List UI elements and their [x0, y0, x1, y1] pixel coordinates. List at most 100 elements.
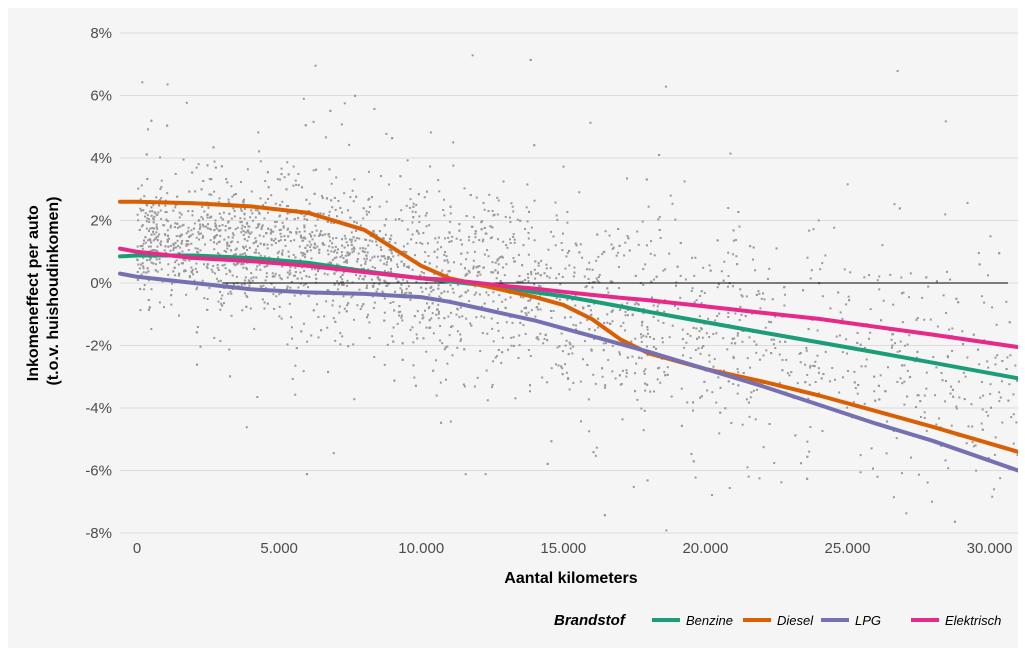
scatter-point	[478, 270, 481, 273]
scatter-point	[708, 360, 711, 363]
scatter-point	[140, 273, 143, 276]
scatter-point	[459, 263, 462, 266]
scatter-point	[412, 216, 415, 219]
scatter-point	[145, 153, 148, 156]
scatter-point	[612, 246, 615, 249]
scatter-point	[300, 236, 303, 239]
scatter-point	[411, 210, 414, 213]
scatter-point	[344, 237, 347, 240]
scatter-point	[160, 186, 163, 189]
scatter-point	[944, 400, 947, 403]
scatter-point	[145, 203, 148, 206]
scatter-point	[486, 399, 489, 402]
scatter-point	[657, 218, 660, 221]
scatter-point	[364, 262, 367, 265]
scatter-point	[697, 336, 700, 339]
scatter-point	[150, 214, 153, 217]
scatter-point	[773, 315, 776, 318]
scatter-point	[343, 102, 346, 105]
scatter-point	[529, 355, 532, 358]
scatter-point	[737, 384, 740, 387]
scatter-point	[980, 295, 983, 298]
scatter-point	[893, 203, 896, 206]
legend: Brandstof Benzine Diesel LPG Elektrisch	[554, 612, 1001, 629]
scatter-point	[527, 311, 530, 314]
scatter-point	[763, 298, 766, 301]
scatter-point	[464, 473, 467, 476]
scatter-point	[301, 239, 304, 242]
scatter-point	[143, 195, 146, 198]
scatter-point	[955, 297, 958, 300]
scatter-point	[258, 150, 261, 153]
scatter-point	[497, 238, 500, 241]
scatter-point	[246, 268, 249, 271]
scatter-point	[249, 307, 252, 310]
scatter-point	[695, 299, 698, 302]
scatter-point	[272, 230, 275, 233]
scatter-point	[645, 244, 648, 247]
scatter-point	[561, 275, 564, 278]
scatter-point	[476, 376, 479, 379]
scatter-point	[638, 356, 641, 359]
scatter-point	[579, 321, 582, 324]
scatter-point	[618, 244, 621, 247]
scatter-point	[625, 375, 628, 378]
scatter-point	[620, 325, 623, 328]
scatter-point	[626, 235, 629, 238]
scatter-point	[187, 230, 190, 233]
scatter-point	[330, 250, 333, 253]
scatter-point	[276, 178, 279, 181]
scatter-point	[716, 239, 719, 242]
scatter-point	[496, 271, 499, 274]
scatter-point	[311, 238, 314, 241]
scatter-point	[694, 476, 697, 479]
scatter-point	[208, 193, 211, 196]
scatter-point	[807, 328, 810, 331]
scatter-point	[545, 263, 548, 266]
scatter-point	[142, 271, 145, 274]
scatter-point	[944, 459, 947, 462]
scatter-point	[156, 239, 159, 242]
scatter-point	[243, 207, 246, 210]
scatter-point	[393, 379, 396, 382]
scatter-point	[215, 277, 218, 280]
scatter-point	[544, 334, 547, 337]
scatter-point	[979, 396, 982, 399]
scatter-point	[139, 287, 142, 290]
scatter-point	[497, 257, 500, 260]
scatter-point	[253, 327, 256, 330]
scatter-point	[590, 349, 593, 352]
scatter-point	[355, 237, 358, 240]
scatter-point	[752, 246, 755, 249]
scatter-point	[213, 160, 216, 163]
scatter-point	[285, 217, 288, 220]
scatter-point	[347, 209, 350, 212]
scatter-point	[269, 228, 272, 231]
scatter-point	[731, 285, 734, 288]
scatter-point	[1012, 442, 1015, 445]
scatter-point	[337, 200, 340, 203]
scatter-point	[766, 277, 769, 280]
scatter-point	[306, 250, 309, 253]
scatter-point	[806, 440, 809, 443]
scatter-point	[151, 210, 154, 213]
scatter-point	[475, 291, 478, 294]
scatter-point	[921, 296, 924, 299]
scatter-point	[561, 373, 564, 376]
scatter-point	[297, 217, 300, 220]
scatter-point	[342, 295, 345, 298]
scatter-point	[184, 259, 187, 262]
scatter-point	[310, 334, 313, 337]
scatter-point	[309, 249, 312, 252]
scatter-point	[254, 209, 257, 212]
scatter-point	[373, 107, 376, 110]
scatter-point	[159, 244, 162, 247]
scatter-point	[841, 317, 844, 320]
scatter-point	[368, 321, 371, 324]
scatter-point	[164, 251, 167, 254]
scatter-point	[727, 207, 730, 210]
scatter-point	[568, 341, 571, 344]
scatter-point	[172, 270, 175, 273]
scatter-point	[423, 196, 426, 199]
scatter-point	[905, 512, 908, 515]
